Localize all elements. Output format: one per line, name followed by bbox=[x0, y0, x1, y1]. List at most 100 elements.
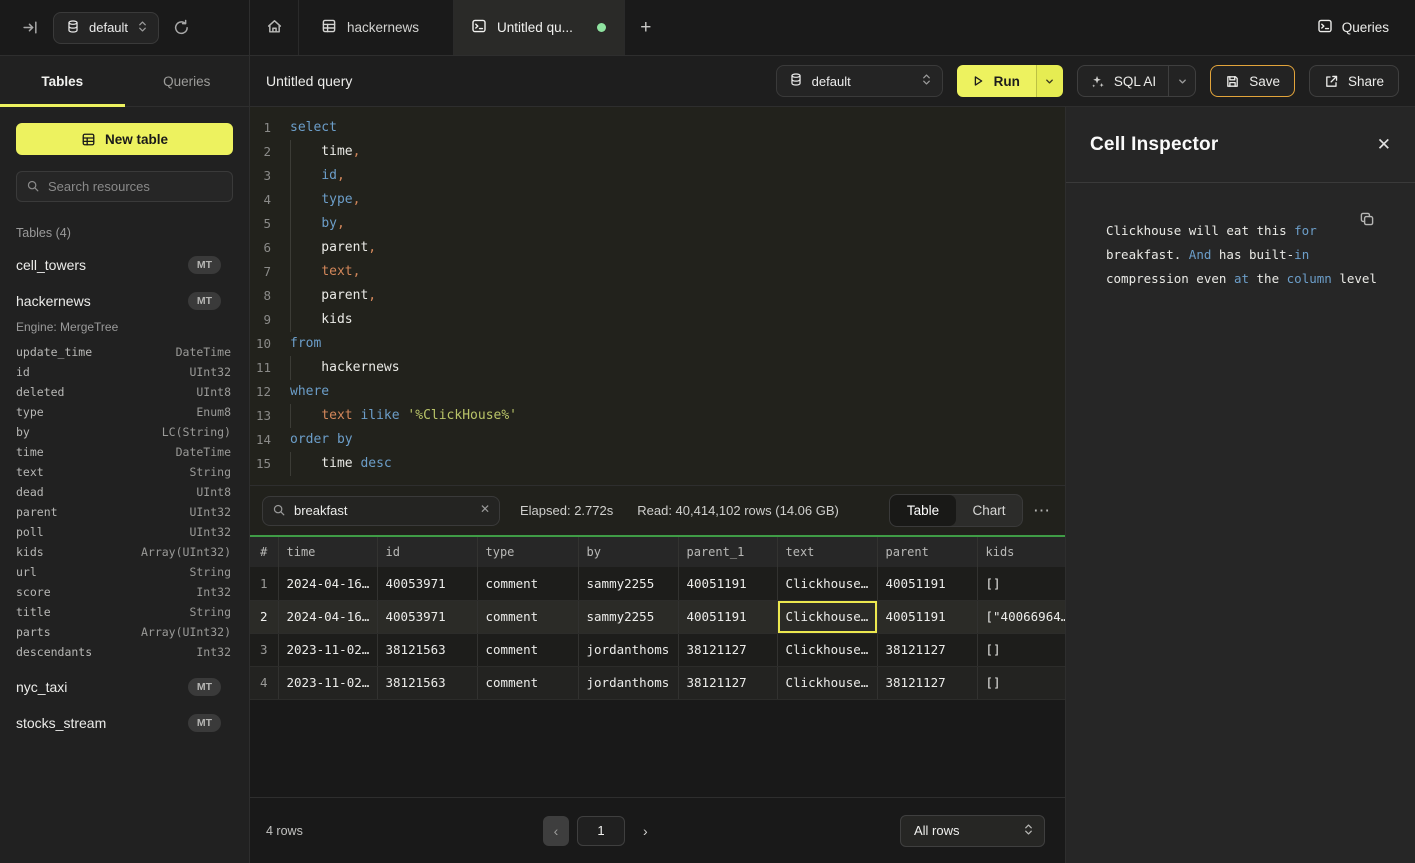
cell[interactable]: 40053971 bbox=[377, 600, 478, 634]
column-header-#[interactable]: # bbox=[250, 536, 279, 567]
cell[interactable]: [] bbox=[977, 633, 1065, 667]
previous-page-button[interactable]: ‹ bbox=[543, 815, 569, 846]
column-header-id[interactable]: id bbox=[377, 536, 478, 567]
tab-hackernews[interactable]: hackernews bbox=[299, 0, 455, 55]
view-chart-tab[interactable]: Chart bbox=[956, 495, 1022, 526]
sql-ai-button[interactable]: SQL AI bbox=[1076, 65, 1197, 97]
column-row-parts[interactable]: parts Array(UInt32) bbox=[16, 622, 233, 642]
cell[interactable]: 38121127 bbox=[678, 666, 778, 700]
column-row-score[interactable]: score Int32 bbox=[16, 582, 233, 602]
new-table-button[interactable]: New table bbox=[16, 123, 233, 155]
code-line-9[interactable]: 9 kids bbox=[250, 308, 1065, 332]
code-line-15[interactable]: 15 time desc bbox=[250, 452, 1065, 476]
column-row-parent[interactable]: parent UInt32 bbox=[16, 502, 233, 522]
query-database-selector[interactable]: default bbox=[775, 65, 943, 97]
cell[interactable]: 38121127 bbox=[678, 633, 778, 667]
column-row-deleted[interactable]: deleted UInt8 bbox=[16, 382, 233, 402]
sidebar-item-stocks_stream[interactable]: stocks_stream MT bbox=[16, 712, 233, 734]
run-options-chevron[interactable] bbox=[1035, 65, 1063, 97]
column-row-by[interactable]: by LC(String) bbox=[16, 422, 233, 442]
save-button[interactable]: Save bbox=[1210, 65, 1295, 97]
column-header-parent[interactable]: parent bbox=[877, 536, 978, 567]
refresh-icon[interactable] bbox=[173, 19, 190, 36]
column-header-text[interactable]: text bbox=[777, 536, 878, 567]
cell[interactable]: 2023-11-02… bbox=[278, 633, 378, 667]
next-page-button[interactable]: › bbox=[643, 822, 648, 839]
cell[interactable]: 38121127 bbox=[877, 666, 978, 700]
column-row-id[interactable]: id UInt32 bbox=[16, 362, 233, 382]
cell[interactable]: [] bbox=[977, 567, 1065, 601]
sidebar-item-hackernews[interactable]: hackernews MT bbox=[16, 290, 233, 312]
view-table-tab[interactable]: Table bbox=[890, 495, 956, 526]
cell[interactable]: Clickhouse… bbox=[777, 567, 878, 601]
row-index[interactable]: 4 bbox=[250, 666, 279, 700]
sql-ai-chevron[interactable] bbox=[1168, 66, 1195, 96]
cell[interactable]: sammy2255 bbox=[578, 567, 679, 601]
cell[interactable]: ["40066964… bbox=[977, 600, 1065, 634]
cell[interactable]: 38121127 bbox=[877, 633, 978, 667]
cell[interactable]: 40053971 bbox=[377, 567, 478, 601]
code-line-6[interactable]: 6 parent, bbox=[250, 236, 1065, 260]
cell[interactable]: 40051191 bbox=[877, 567, 978, 601]
column-row-kids[interactable]: kids Array(UInt32) bbox=[16, 542, 233, 562]
collapse-sidebar-icon[interactable] bbox=[22, 19, 39, 36]
column-header-type[interactable]: type bbox=[477, 536, 579, 567]
tab-untitled-query[interactable]: Untitled qu... bbox=[454, 0, 625, 55]
code-line-8[interactable]: 8 parent, bbox=[250, 284, 1065, 308]
cell[interactable]: comment bbox=[477, 567, 579, 601]
cell[interactable]: Clickhouse… bbox=[777, 633, 878, 667]
code-line-7[interactable]: 7 text, bbox=[250, 260, 1065, 284]
cell[interactable]: 38121563 bbox=[377, 666, 478, 700]
code-line-10[interactable]: 10 from bbox=[250, 332, 1065, 356]
row-index[interactable]: 2 bbox=[250, 600, 279, 634]
code-line-3[interactable]: 3 id, bbox=[250, 164, 1065, 188]
cell[interactable]: 2023-11-02… bbox=[278, 666, 378, 700]
cell[interactable]: [] bbox=[977, 666, 1065, 700]
cell[interactable]: sammy2255 bbox=[578, 600, 679, 634]
cell[interactable]: 40051191 bbox=[678, 600, 778, 634]
cell[interactable]: comment bbox=[477, 666, 579, 700]
column-row-time[interactable]: time DateTime bbox=[16, 442, 233, 462]
column-header-by[interactable]: by bbox=[578, 536, 679, 567]
column-row-dead[interactable]: dead UInt8 bbox=[16, 482, 233, 502]
sidebar-tab-queries[interactable]: Queries bbox=[163, 73, 211, 89]
more-options-icon[interactable]: ⋯ bbox=[1033, 500, 1051, 520]
page-size-select[interactable]: All rows bbox=[900, 814, 1045, 847]
column-header-parent_1[interactable]: parent_1 bbox=[678, 536, 778, 567]
cell[interactable]: 40051191 bbox=[678, 567, 778, 601]
row-index[interactable]: 1 bbox=[250, 567, 279, 601]
cell[interactable]: 38121563 bbox=[377, 633, 478, 667]
column-row-title[interactable]: title String bbox=[16, 602, 233, 622]
queries-button[interactable]: Queries bbox=[1317, 18, 1389, 37]
column-row-descendants[interactable]: descendants Int32 bbox=[16, 642, 233, 662]
column-header-time[interactable]: time bbox=[278, 536, 378, 567]
code-line-4[interactable]: 4 type, bbox=[250, 188, 1065, 212]
sidebar-search-input[interactable] bbox=[16, 171, 233, 202]
code-line-13[interactable]: 13 text ilike '%ClickHouse%' bbox=[250, 404, 1065, 428]
cell[interactable]: comment bbox=[477, 633, 579, 667]
tab-home[interactable] bbox=[250, 0, 299, 55]
clear-search-icon[interactable]: ✕ bbox=[479, 501, 490, 516]
sidebar-tab-tables[interactable]: Tables bbox=[0, 56, 125, 107]
new-tab-button[interactable]: + bbox=[625, 0, 667, 55]
column-row-text[interactable]: text String bbox=[16, 462, 233, 482]
column-header-kids[interactable]: kids bbox=[977, 536, 1065, 567]
code-line-5[interactable]: 5 by, bbox=[250, 212, 1065, 236]
cell[interactable]: 2024-04-16… bbox=[278, 600, 378, 634]
code-line-1[interactable]: 1 select bbox=[250, 116, 1065, 140]
results-search-input[interactable] bbox=[262, 495, 500, 526]
database-selector[interactable]: default bbox=[53, 11, 160, 44]
cell[interactable]: 40051191 bbox=[877, 600, 978, 634]
sidebar-item-cell_towers[interactable]: cell_towers MT bbox=[16, 254, 233, 276]
cell[interactable]: 2024-04-16… bbox=[278, 567, 378, 601]
cell[interactable]: comment bbox=[477, 600, 579, 634]
column-row-update_time[interactable]: update_time DateTime bbox=[16, 342, 233, 362]
code-line-2[interactable]: 2 time, bbox=[250, 140, 1065, 164]
cell[interactable]: jordanthoms bbox=[578, 666, 679, 700]
code-line-14[interactable]: 14 order by bbox=[250, 428, 1065, 452]
column-row-url[interactable]: url String bbox=[16, 562, 233, 582]
code-line-12[interactable]: 12 where bbox=[250, 380, 1065, 404]
row-index[interactable]: 3 bbox=[250, 633, 279, 667]
share-button[interactable]: Share bbox=[1308, 65, 1399, 97]
sql-editor[interactable]: 1 select 2 time, 3 id, 4 type, 5 by, 6 parent,… bbox=[250, 107, 1065, 485]
